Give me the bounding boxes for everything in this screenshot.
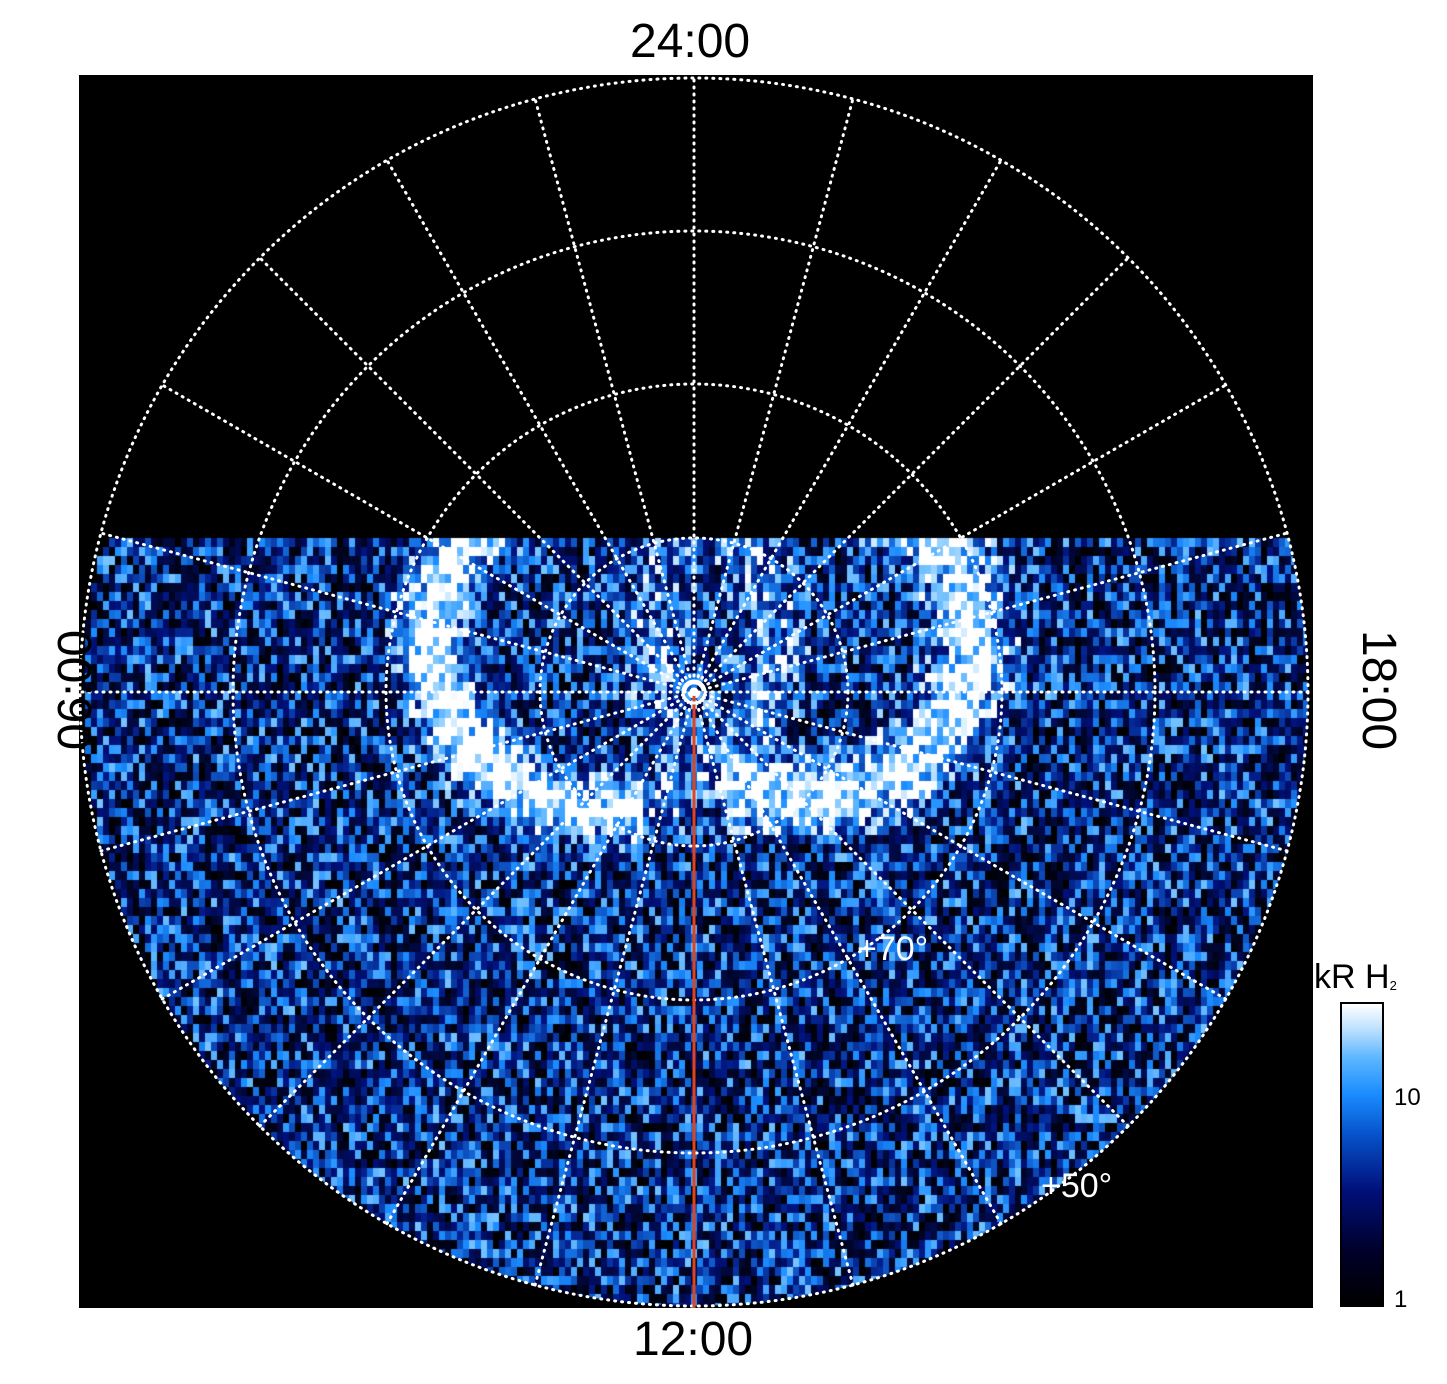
latitude-label-50: +50°: [1041, 1167, 1112, 1205]
pole-marker-inner: [690, 688, 698, 696]
colorbar-tick-10: 10: [1394, 1084, 1421, 1111]
local-time-label-top: 24:00: [630, 15, 751, 68]
meridian-line-6: [533, 97, 855, 1287]
colorbar-title: kR H2: [1314, 958, 1397, 997]
meridian-line-3: [160, 383, 1228, 1001]
latitude-circle-1: [538, 536, 850, 848]
meridian-line-8: [533, 97, 855, 1287]
polar-emission-map: +70° +50°: [79, 75, 1313, 1308]
pole-marker-outer: [681, 679, 707, 705]
colorbar: [1340, 1002, 1384, 1307]
local-time-label-right: 18:00: [1352, 629, 1406, 751]
meridian-line-2: [99, 531, 1289, 853]
colorbar-title-subscript: 2: [1389, 978, 1397, 993]
latitude-label-70: +70°: [857, 930, 928, 968]
colorbar-tick-1: 1: [1394, 1286, 1408, 1313]
local-time-label-bottom: 12:00: [633, 1313, 754, 1366]
meridian-line-5: [385, 158, 1003, 1226]
colorbar-title-text: kR H: [1314, 958, 1390, 996]
meridian-line-11: [160, 383, 1228, 1001]
local-time-label-left: 06:00: [49, 629, 103, 751]
meridian-line-10: [258, 256, 1130, 1128]
polar-grid: +70° +50°: [79, 76, 1310, 1308]
meridian-line-9: [385, 158, 1003, 1226]
meridian-line-4: [258, 256, 1130, 1128]
meridian-line-12: [99, 531, 1289, 853]
